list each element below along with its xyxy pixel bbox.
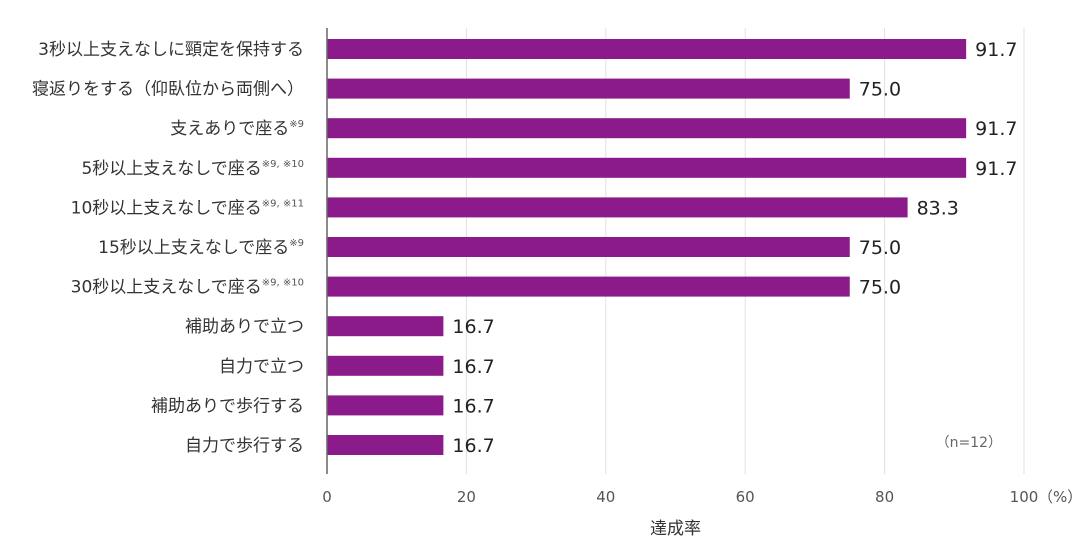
- bar: [327, 276, 850, 297]
- footnote-mark: ※9, ※10: [262, 159, 304, 170]
- x-tick-label: 0: [322, 488, 332, 506]
- value-label: 83.3: [917, 197, 959, 219]
- value-label: 75.0: [859, 277, 901, 299]
- category-label: 補助ありで立つ: [185, 317, 304, 337]
- x-tick-label: 60: [736, 488, 755, 506]
- value-label: 91.7: [975, 118, 1017, 140]
- value-label: 16.7: [452, 356, 494, 378]
- category-label: 30秒以上支えなしで座る※9, ※10: [71, 278, 304, 298]
- x-axis-unit: （%）: [1038, 488, 1080, 506]
- category-label: 自力で立つ: [219, 357, 304, 377]
- category-label: 寝返りをする（仰臥位から両側へ）: [32, 79, 304, 100]
- value-label: 75.0: [859, 237, 901, 259]
- bar: [327, 237, 850, 257]
- bar: [327, 78, 850, 99]
- value-labels: 91.7 75.0 91.7 91.7 83.3 75.0 75.0 16.7 16.7 16.7…: [452, 39, 1017, 457]
- footnote-mark: ※9: [289, 119, 304, 130]
- x-tick-label: 20: [457, 488, 476, 506]
- bar: [327, 435, 444, 455]
- category-label: 10秒以上支えなしで座る※9, ※11: [71, 198, 304, 218]
- bar: [327, 39, 967, 59]
- value-label: 75.0: [859, 79, 901, 101]
- category-label: 支えありで座る※9: [170, 119, 304, 139]
- x-tick-label: 100: [1010, 488, 1039, 506]
- sample-size-note: （n=12）: [936, 435, 1002, 451]
- bar: [327, 355, 444, 376]
- bar: [327, 118, 967, 139]
- x-tick-label: 40: [596, 488, 615, 506]
- footnote-mark: ※9, ※11: [262, 198, 304, 209]
- footnote-mark: ※9, ※10: [262, 278, 304, 289]
- x-tick-label: 80: [875, 488, 894, 506]
- category-label: 3秒以上支えなしに頸定を保持する: [38, 40, 304, 60]
- category-label: 自力で歩行する: [185, 436, 304, 456]
- value-label: 91.7: [975, 158, 1017, 180]
- x-axis-ticks: 0 20 40 60 80 100: [322, 488, 1038, 506]
- footnote-mark: ※9: [289, 238, 304, 249]
- category-label: 補助ありで歩行する: [151, 396, 304, 416]
- category-label: 15秒以上支えなしで座る※9: [98, 238, 304, 258]
- x-axis-label: 達成率: [650, 519, 701, 539]
- bar: [327, 316, 444, 337]
- value-label: 16.7: [452, 395, 494, 417]
- bar: [327, 395, 444, 416]
- bar: [327, 157, 967, 178]
- value-label: 16.7: [452, 316, 494, 338]
- value-label: 16.7: [452, 435, 494, 457]
- category-label: 5秒以上支えなしで座る※9, ※10: [81, 159, 304, 179]
- bars: [327, 39, 967, 455]
- value-label: 91.7: [975, 39, 1017, 61]
- bar: [327, 197, 908, 218]
